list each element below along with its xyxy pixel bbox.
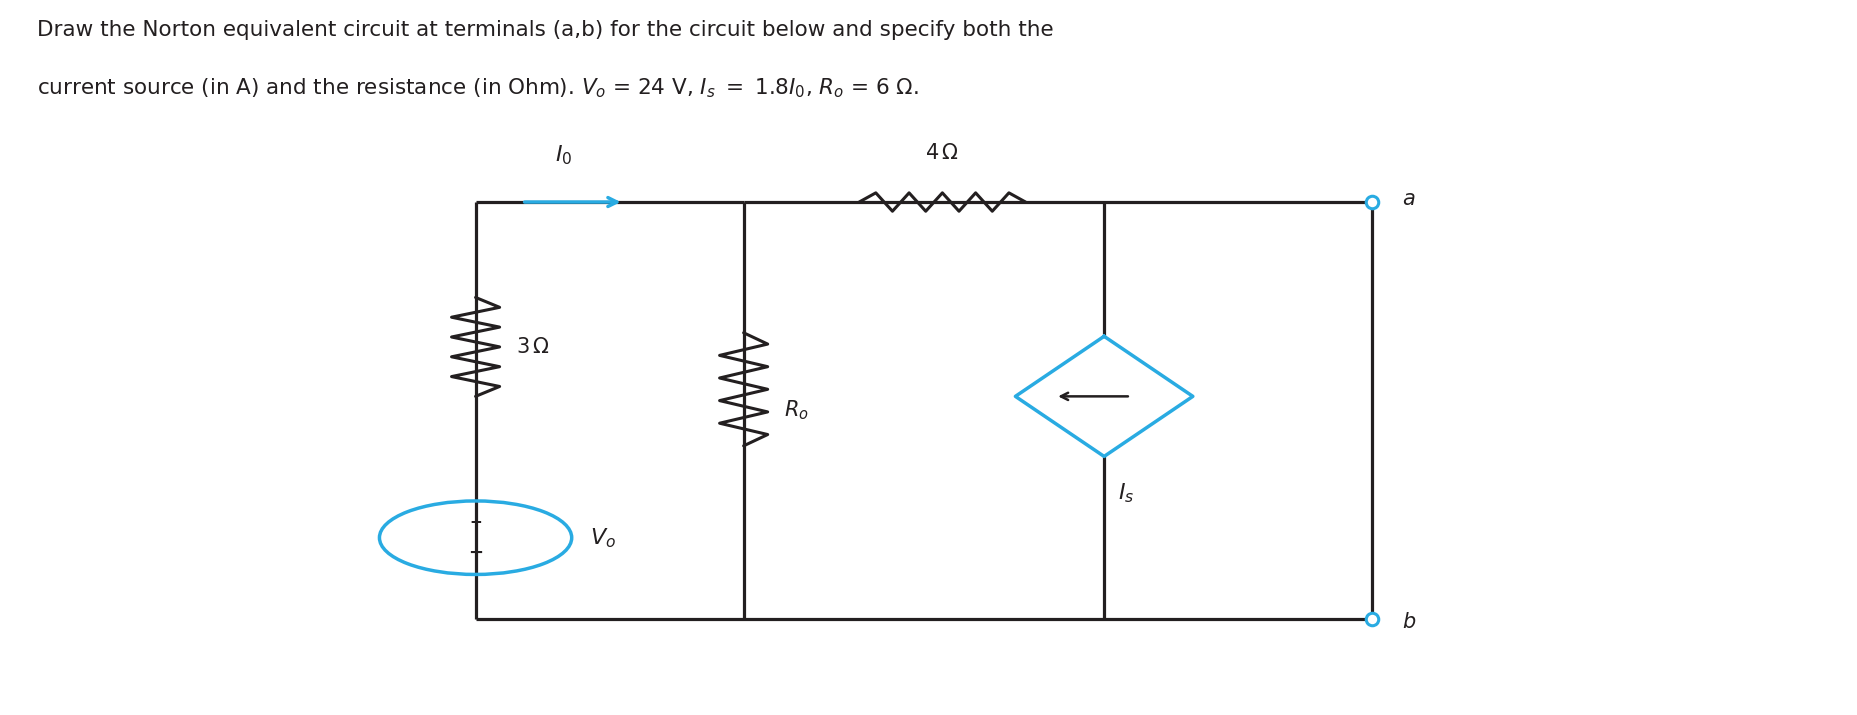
Text: $V_o$: $V_o$ <box>591 526 617 550</box>
Text: a: a <box>1402 189 1415 209</box>
Text: current source (in A) and the resistance (in Ohm). $V_o$ = 24 V, $I_s\ =\ 1.8I_0: current source (in A) and the resistance… <box>37 77 919 100</box>
Text: −: − <box>468 544 483 562</box>
Text: 3$\,\Omega$: 3$\,\Omega$ <box>516 337 550 357</box>
Text: $I_0$: $I_0$ <box>555 143 572 167</box>
Text: $I_s$: $I_s$ <box>1118 481 1135 505</box>
Text: $R_o$: $R_o$ <box>784 399 810 423</box>
Text: +: + <box>470 515 483 530</box>
Text: Draw the Norton equivalent circuit at terminals (a,b) for the circuit below and : Draw the Norton equivalent circuit at te… <box>37 20 1055 40</box>
Text: b: b <box>1402 613 1415 633</box>
Text: 4$\,\Omega$: 4$\,\Omega$ <box>925 143 960 163</box>
